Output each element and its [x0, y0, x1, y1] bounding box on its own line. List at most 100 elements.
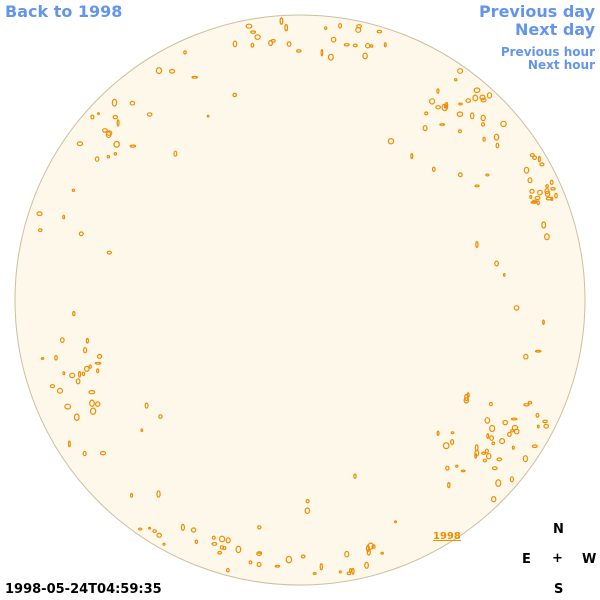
contour: [530, 200, 538, 204]
contour: [509, 476, 514, 483]
contour: [495, 142, 500, 149]
contour: [445, 465, 450, 471]
compass-north: N: [553, 522, 564, 537]
contour: [152, 529, 157, 533]
contour: [465, 98, 472, 103]
contour: [500, 120, 507, 128]
contour: [286, 41, 292, 47]
contour: [257, 525, 262, 530]
contour: [346, 571, 352, 576]
contour: [338, 22, 343, 29]
compass-west: W: [582, 552, 597, 567]
contour: [268, 39, 274, 46]
contour: [75, 378, 81, 385]
contour: [295, 49, 302, 53]
contour: [453, 77, 458, 82]
contour: [380, 551, 385, 555]
contour: [469, 112, 475, 120]
contour: [36, 211, 43, 217]
contour: [484, 448, 489, 454]
contour: [111, 98, 118, 107]
contour: [365, 544, 370, 553]
contour: [343, 43, 350, 47]
contour: [49, 384, 56, 389]
contour: [94, 401, 101, 407]
contour: [450, 431, 455, 435]
contour: [73, 413, 80, 422]
contour: [225, 537, 231, 544]
contour: [463, 397, 470, 404]
image-link[interactable]: 1998: [433, 531, 461, 542]
contour: [422, 125, 428, 132]
contour: [353, 473, 357, 479]
contour: [513, 305, 520, 311]
contour: [460, 469, 466, 473]
contour: [54, 354, 58, 361]
next-hour-link[interactable]: Next hour: [527, 58, 595, 72]
contour: [225, 568, 230, 573]
contour: [499, 438, 506, 445]
contour: [89, 407, 97, 415]
contour: [129, 100, 136, 106]
contour: [78, 231, 84, 237]
contour: [137, 527, 143, 531]
contour: [82, 347, 88, 354]
contour: [83, 365, 90, 372]
contour: [431, 166, 436, 172]
contour: [206, 114, 210, 118]
contour: [489, 424, 496, 433]
contour: [130, 493, 134, 498]
contour: [457, 129, 462, 134]
contour: [250, 30, 257, 34]
contour: [544, 190, 551, 198]
contour: [222, 546, 227, 551]
contour: [458, 102, 463, 106]
back-link[interactable]: Back to 1998: [5, 2, 123, 21]
contour: [464, 393, 469, 402]
contour: [473, 87, 481, 94]
contour: [218, 535, 226, 543]
contour: [211, 535, 216, 540]
contour: [344, 550, 350, 558]
contour: [435, 105, 442, 110]
contour: [523, 353, 529, 360]
contour: [542, 319, 545, 325]
contour: [362, 52, 368, 60]
contour: [284, 24, 289, 32]
contour: [183, 50, 187, 55]
contour: [529, 188, 535, 194]
contour: [140, 428, 144, 433]
contour: [156, 532, 163, 538]
contour: [106, 154, 111, 159]
contour: [523, 166, 530, 174]
contour: [436, 88, 440, 94]
contour: [146, 112, 153, 117]
previous-hour-link[interactable]: Previous hour: [500, 45, 595, 59]
contour: [69, 372, 76, 379]
contour: [169, 68, 176, 74]
contour: [285, 555, 293, 564]
contour: [56, 387, 64, 394]
contour: [485, 173, 490, 177]
contour: [456, 111, 464, 118]
contour: [245, 23, 253, 29]
contour: [455, 464, 459, 468]
contour: [537, 155, 541, 163]
contour: [94, 156, 100, 162]
contour: [129, 144, 137, 148]
contour: [480, 97, 487, 103]
contour: [532, 155, 537, 161]
contour: [349, 568, 353, 573]
contour: [510, 417, 518, 421]
contour: [534, 195, 541, 201]
contour: [491, 441, 496, 446]
previous-day-link[interactable]: Previous day: [478, 2, 595, 21]
contour: [162, 542, 166, 546]
next-day-link[interactable]: Next day: [515, 20, 595, 39]
contour: [507, 431, 512, 437]
contour: [549, 179, 554, 185]
contour: [85, 337, 90, 344]
contour: [554, 192, 558, 199]
contour: [537, 189, 543, 196]
contour: [450, 439, 455, 446]
